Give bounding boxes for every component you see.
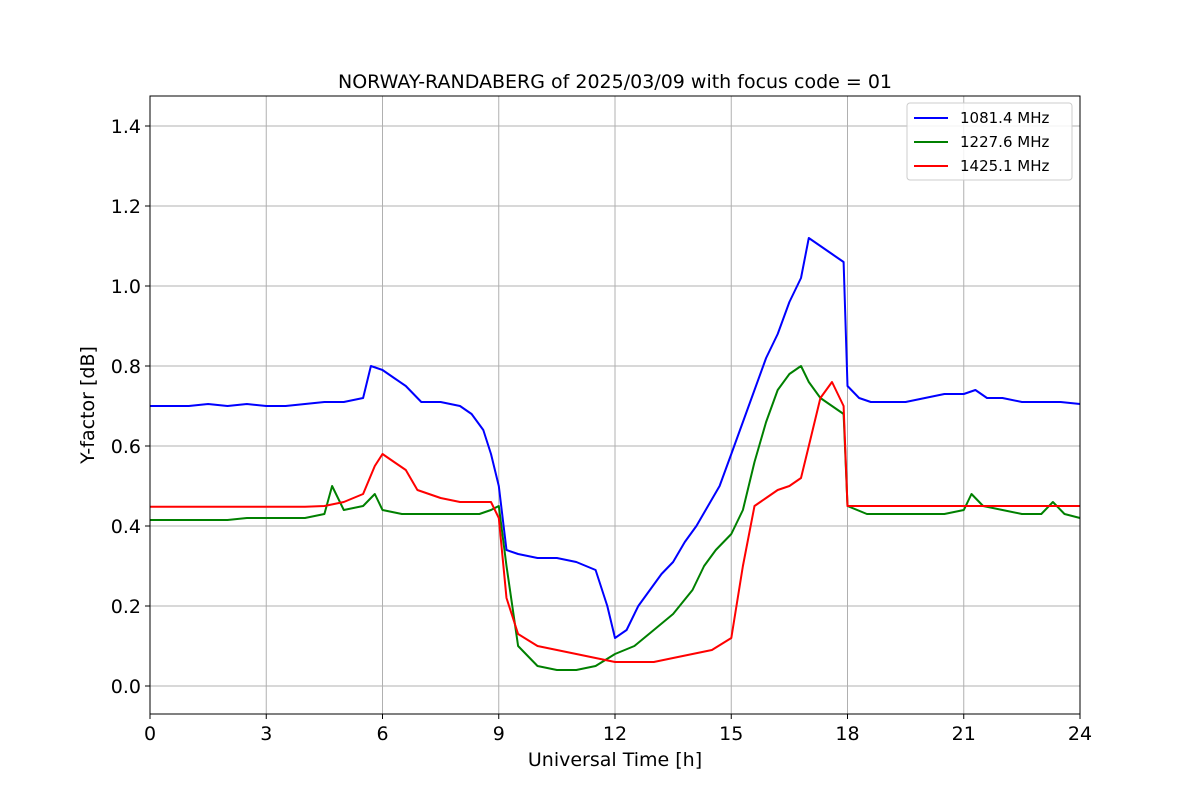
x-axis-label: Universal Time [h] bbox=[528, 749, 702, 771]
legend-label-2: 1227.6 MHz bbox=[960, 133, 1049, 151]
x-tick-label: 12 bbox=[603, 723, 627, 745]
y-tick-label: 0.4 bbox=[111, 516, 141, 538]
series-layer bbox=[150, 237, 1081, 671]
legend: 1081.4 MHz 1227.6 MHz 1425.1 MHz bbox=[906, 102, 1073, 181]
legend-label-1: 1081.4 MHz bbox=[960, 109, 1049, 127]
y-tick-label: 0.2 bbox=[111, 596, 141, 618]
legend-label-3: 1425.1 MHz bbox=[960, 157, 1049, 175]
y-tick-label: 0.0 bbox=[111, 676, 141, 698]
series-line-3 bbox=[150, 381, 1080, 663]
x-tick-label: 3 bbox=[260, 723, 272, 745]
y-tick-label: 0.6 bbox=[111, 436, 141, 458]
x-tick-label: 21 bbox=[952, 723, 976, 745]
y-tick-label: 1.2 bbox=[111, 196, 141, 218]
y-tick-label: 1.0 bbox=[111, 276, 141, 298]
chart-title: NORWAY-RANDABERG of 2025/03/09 with focu… bbox=[338, 71, 892, 93]
series-line-1 bbox=[150, 237, 1081, 639]
series-line-2 bbox=[150, 365, 1081, 671]
x-grid bbox=[149, 96, 1081, 714]
y-tick-label: 0.8 bbox=[111, 356, 141, 378]
y-tick-label: 1.4 bbox=[111, 116, 141, 138]
x-tick-label: 0 bbox=[144, 723, 156, 745]
y-axis: 0.0 0.2 0.4 0.6 0.8 1.0 1.2 1.4 bbox=[111, 116, 150, 698]
y-axis-label: Y-factor [dB] bbox=[77, 346, 99, 465]
legend-box bbox=[906, 102, 1073, 181]
x-tick-label: 18 bbox=[835, 723, 859, 745]
x-tick-label: 24 bbox=[1068, 723, 1092, 745]
x-tick-label: 15 bbox=[719, 723, 743, 745]
x-tick-label: 6 bbox=[376, 723, 388, 745]
x-tick-label: 9 bbox=[493, 723, 505, 745]
x-axis: 0 3 6 9 12 15 18 21 24 bbox=[144, 714, 1092, 745]
